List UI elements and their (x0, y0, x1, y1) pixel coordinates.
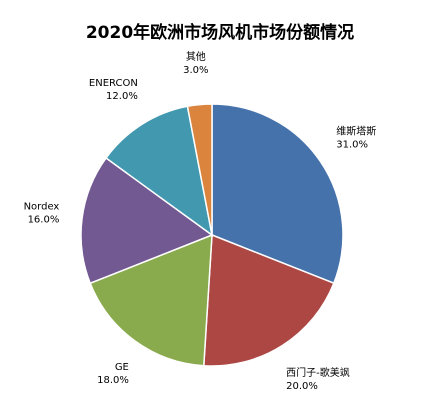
slice-label-group: Nordex 16.0% (24, 201, 60, 225)
pie-slice (186, 103, 213, 236)
slice-label-group: 西门子-歌美飒 20.0% (286, 366, 350, 392)
slice-name-label: ENERCON (89, 78, 138, 89)
slice-name-label: Nordex (24, 201, 60, 212)
chart-title: 2020年欧洲市场风机市场份额情况 (85, 23, 355, 43)
slice-label-group: 维斯塔斯 31.0% (336, 124, 376, 150)
slice-label-group: ENERCON 12.0% (89, 78, 138, 102)
slice-percent-label: 18.0% (97, 375, 129, 386)
pie-slice (89, 233, 213, 367)
slice-percent-label: 3.0% (183, 65, 208, 76)
slice-name-label: 维斯塔斯 (336, 124, 376, 137)
slice-percent-label: 16.0% (28, 214, 60, 225)
pie-slice (202, 233, 335, 367)
slice-percent-label: 31.0% (336, 139, 368, 150)
slice-name-label: GE (115, 362, 129, 373)
slice-label-group: GE 18.0% (97, 362, 129, 386)
slice-name-label: 其他 (186, 50, 206, 63)
pie-slice (104, 105, 214, 237)
slice-percent-label: 12.0% (106, 91, 138, 102)
slice-label-group: 其他 3.0% (183, 50, 208, 76)
pie-slice (211, 103, 344, 285)
slice-name-label: 西门子-歌美飒 (286, 366, 350, 379)
pie-slice (80, 156, 214, 285)
slice-percent-label: 20.0% (286, 381, 318, 392)
